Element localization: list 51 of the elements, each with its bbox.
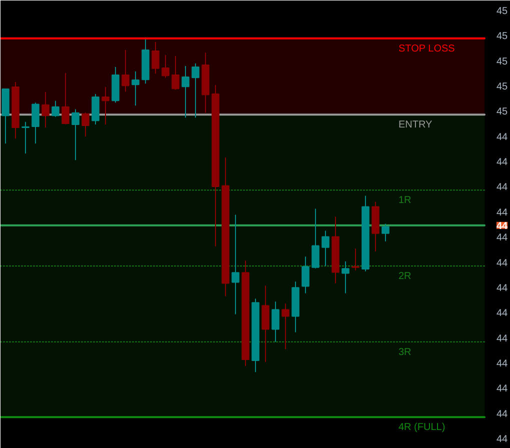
- candlestick: [152, 42, 160, 74]
- ref-line-label: 1R: [398, 195, 412, 206]
- candlestick: [192, 62, 200, 118]
- annotation: 44: [496, 358, 508, 370]
- text: 44: [496, 384, 508, 395]
- annotation: 45: [496, 31, 508, 42]
- text: 44: [496, 434, 508, 445]
- candlestick: [122, 50, 130, 92]
- candlestick: [272, 301, 280, 342]
- annotation: 44: [496, 132, 508, 143]
- annotation: 44: [496, 182, 508, 194]
- candlestick: [22, 121, 30, 154]
- candlestick: [102, 86, 110, 126]
- candlestick: [342, 260, 350, 294]
- candlestick: [382, 223, 390, 242]
- candlestick: [62, 72, 70, 125]
- candlestick: [302, 256, 310, 294]
- ref-line-label: 4R (FULL): [398, 422, 446, 434]
- text: 44: [496, 408, 508, 420]
- ref-line-label: 3R: [398, 346, 412, 358]
- candlestick: [162, 54, 170, 78]
- candlestick: [92, 93, 100, 126]
- text: 45: [496, 6, 508, 17]
- candlestick: [352, 248, 360, 271]
- annotation: 44: [496, 232, 508, 244]
- candlestick: [172, 56, 180, 90]
- annotation: 45: [496, 106, 508, 118]
- annotation: 44: [496, 157, 508, 168]
- candlestick: [282, 303, 290, 350]
- ref-line-label: 2R: [398, 270, 412, 282]
- candlestick: [232, 214, 240, 315]
- annotation: 45: [496, 56, 508, 68]
- candlestick: [32, 102, 40, 144]
- ref-line-label: ENTRY: [398, 120, 433, 131]
- candlestick: [262, 285, 270, 363]
- annotation: 45: [496, 82, 508, 93]
- candlestick: [322, 230, 330, 266]
- candlestick: [42, 91, 50, 128]
- annotation: 44: [496, 333, 508, 344]
- annotation: 44: [496, 207, 508, 218]
- annotation: 44: [496, 258, 508, 269]
- candlestick: [72, 108, 80, 161]
- candlestick: [52, 100, 60, 118]
- candlestick: [312, 208, 320, 269]
- candlestick: [82, 112, 90, 138]
- candlestick: [182, 65, 190, 118]
- candlestick: [132, 70, 140, 106]
- annotation: 44: [496, 282, 508, 294]
- annotation: 44: [496, 308, 508, 320]
- annotation: 44: [496, 220, 508, 232]
- ref-line-label: STOP LOSS: [398, 43, 456, 54]
